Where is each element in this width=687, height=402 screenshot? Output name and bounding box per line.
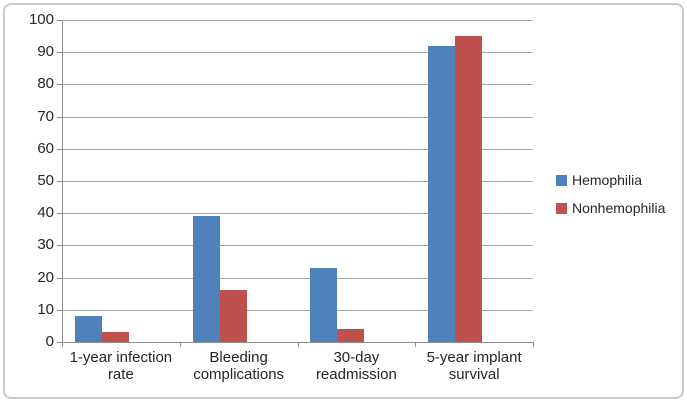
x-axis-label-1: 1-year infection rate xyxy=(69,349,173,383)
y-axis-label-60: 60 xyxy=(37,139,54,157)
y-axis-label-50: 50 xyxy=(37,172,54,189)
x-axis-line xyxy=(62,342,534,343)
y-axis-label-30: 30 xyxy=(37,236,54,254)
y-axis-label-40: 40 xyxy=(37,204,54,222)
y-axis-tick-100 xyxy=(57,20,62,21)
y-axis-label-90: 90 xyxy=(37,43,54,61)
y-axis-label-80: 80 xyxy=(37,75,54,93)
y-axis-tick-60 xyxy=(57,148,62,150)
y-axis-tick-10 xyxy=(57,309,62,311)
y-axis-label-10: 10 xyxy=(37,300,54,318)
y-axis-tick-0 xyxy=(57,342,62,343)
y-axis-tick-70 xyxy=(57,116,62,118)
gridline-90 xyxy=(62,52,533,54)
x-axis-tick-2 xyxy=(297,342,299,347)
bar-hemophilia-1 xyxy=(74,316,102,342)
y-axis-tick-90 xyxy=(57,52,62,54)
bar-nonhemophilia-2 xyxy=(219,290,247,342)
legend-item-nonhemophilia: Nonhemophilia xyxy=(556,201,665,216)
legend-label-nonhemophilia: Nonhemophilia xyxy=(572,200,666,216)
legend-item-hemophilia: Hemophilia xyxy=(556,173,665,188)
legend-label-hemophilia: Hemophilia xyxy=(572,172,643,188)
gridline-20 xyxy=(62,277,533,279)
gridline-60 xyxy=(62,148,533,150)
bar-nonhemophilia-4 xyxy=(455,36,483,342)
x-axis-tick-end xyxy=(533,342,534,347)
y-axis-line xyxy=(62,20,63,342)
x-axis-tick-1 xyxy=(179,342,181,347)
x-axis-label-3: 30-day readmission xyxy=(315,349,397,383)
bar-hemophilia-2 xyxy=(192,216,220,342)
gridline-100 xyxy=(62,20,533,21)
bar-hemophilia-3 xyxy=(310,267,338,342)
y-axis-tick-80 xyxy=(57,84,62,86)
y-axis-label-0: 0 xyxy=(45,333,54,350)
legend: Hemophilia Nonhemophilia xyxy=(556,173,665,229)
gridline-70 xyxy=(62,116,533,118)
legend-swatch-hemophilia xyxy=(556,175,567,186)
y-axis-tick-50 xyxy=(57,181,62,182)
y-axis-tick-40 xyxy=(57,213,62,215)
y-axis-label-100: 100 xyxy=(28,11,54,28)
x-axis-tick-0 xyxy=(62,342,63,347)
gridline-50 xyxy=(62,181,533,182)
y-axis-label-70: 70 xyxy=(37,107,54,125)
gridline-40 xyxy=(62,213,533,215)
bar-nonhemophilia-1 xyxy=(101,332,129,342)
bar-nonhemophilia-3 xyxy=(337,329,365,342)
x-axis-label-4: 5-year implant survival xyxy=(426,349,522,383)
y-axis-label-20: 20 xyxy=(37,268,54,286)
gridline-80 xyxy=(62,84,533,86)
bar-hemophilia-4 xyxy=(428,45,456,342)
y-axis-tick-30 xyxy=(57,245,62,247)
x-axis-tick-3 xyxy=(415,342,417,347)
x-axis-label-2: Bleeding complications xyxy=(193,349,285,383)
gridline-30 xyxy=(62,245,533,247)
y-axis-tick-20 xyxy=(57,277,62,279)
gridline-10 xyxy=(62,309,533,311)
legend-swatch-nonhemophilia xyxy=(556,203,567,214)
